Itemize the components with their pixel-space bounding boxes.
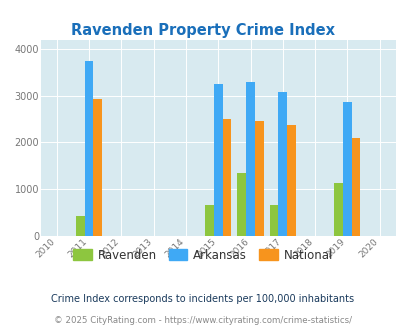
Bar (76, 216, 85, 236)
Bar (222, 118, 231, 236)
Text: Ravenden Property Crime Index: Ravenden Property Crime Index (71, 23, 334, 38)
Bar (254, 121, 263, 236)
Bar (85, 61, 93, 236)
Bar (286, 125, 295, 236)
Bar (269, 205, 278, 236)
Bar (213, 84, 222, 236)
Bar (342, 102, 351, 236)
Bar (245, 82, 254, 236)
Bar (351, 138, 360, 236)
Bar (333, 183, 342, 236)
Text: Crime Index corresponds to incidents per 100,000 inhabitants: Crime Index corresponds to incidents per… (51, 294, 354, 304)
Bar (237, 173, 245, 236)
Bar (205, 205, 213, 236)
Bar (93, 99, 102, 236)
Bar (278, 92, 286, 236)
Text: © 2025 CityRating.com - https://www.cityrating.com/crime-statistics/: © 2025 CityRating.com - https://www.city… (54, 315, 351, 325)
Legend: Ravenden, Arkansas, National: Ravenden, Arkansas, National (68, 244, 337, 266)
